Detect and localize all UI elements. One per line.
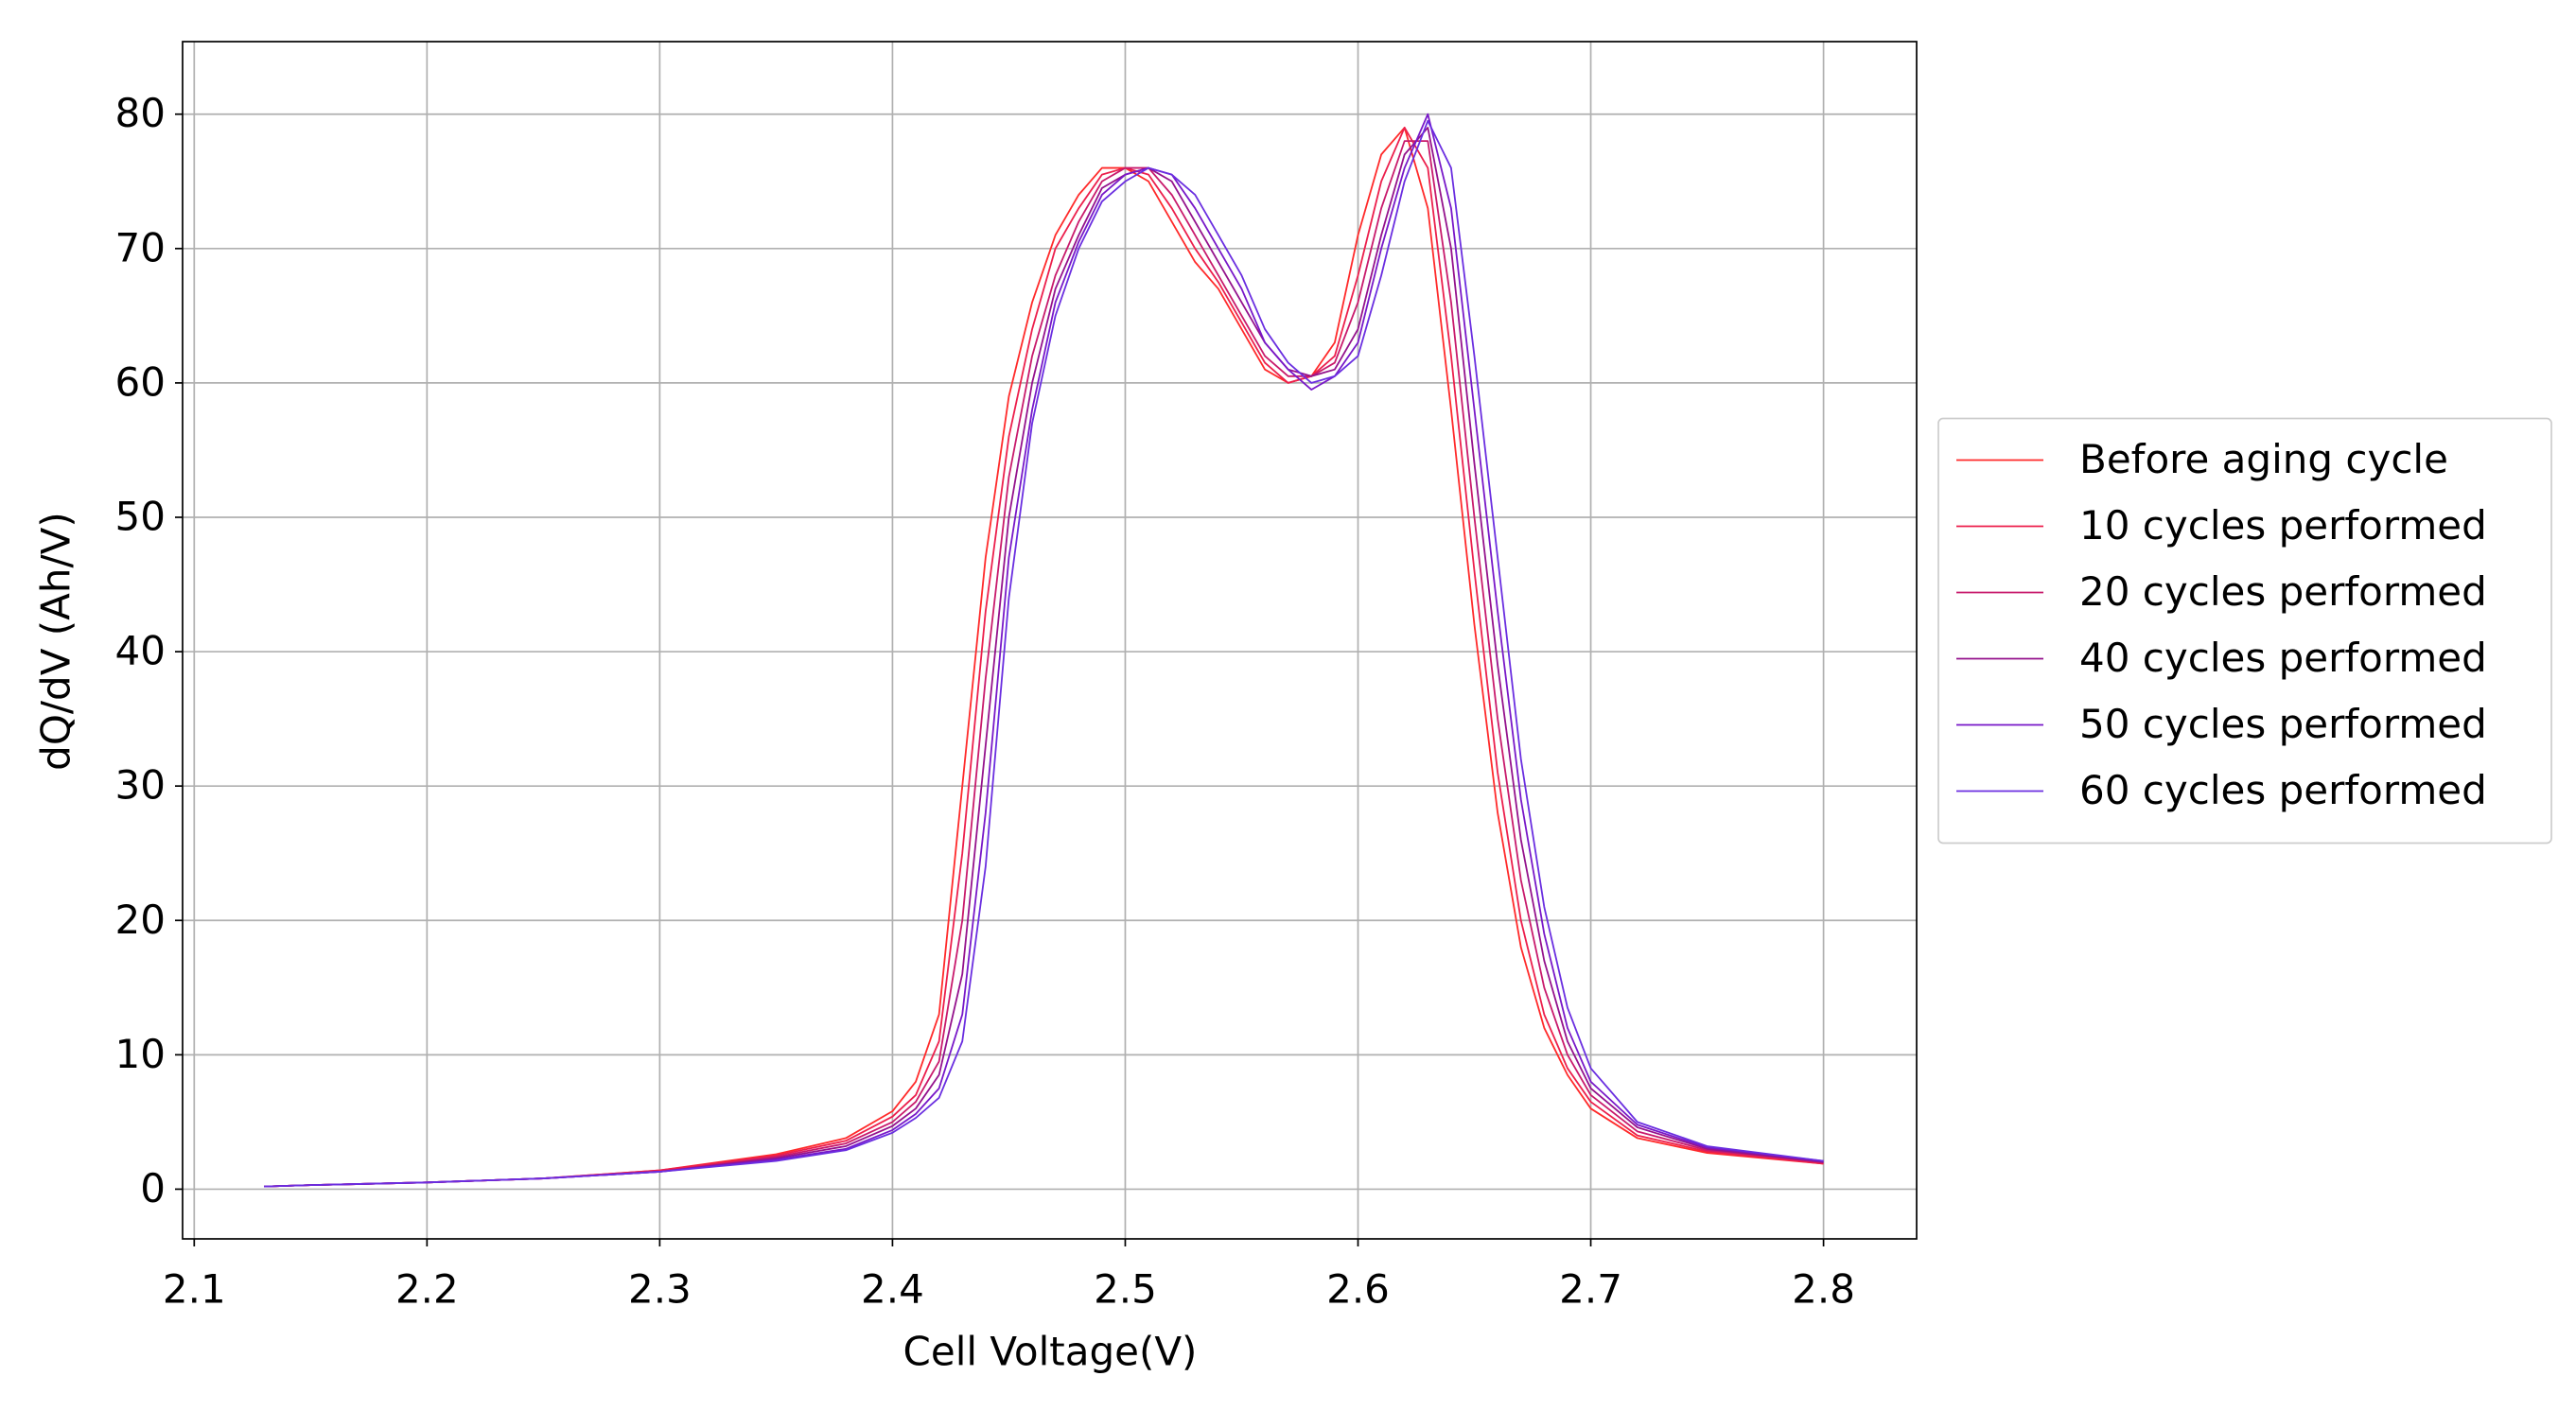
y-tick-label: 10 <box>115 1031 166 1077</box>
legend-label: Before aging cycle <box>2079 436 2448 482</box>
legend-label: 60 cycles performed <box>2079 767 2487 813</box>
legend: Before aging cycle 10 cycles performed 20 … <box>1937 417 2552 845</box>
y-tick-label: 50 <box>115 493 166 539</box>
x-tick-label: 2.7 <box>1559 1266 1622 1313</box>
x-tick-label: 2.8 <box>1792 1266 1855 1313</box>
y-tick-label: 30 <box>115 762 166 809</box>
data-line <box>264 113 1824 1188</box>
data-line <box>264 119 1824 1188</box>
y-axis-label: dQ/dV (Ah/V) <box>33 512 79 771</box>
legend-label: 20 cycles performed <box>2079 568 2487 615</box>
legend-label: 50 cycles performed <box>2079 701 2487 747</box>
x-axis-label: Cell Voltage(V) <box>903 1329 1198 1375</box>
data-line <box>264 127 1824 1188</box>
y-tick-label: 0 <box>140 1165 166 1211</box>
data-line <box>264 127 1824 1188</box>
y-tick-label: 80 <box>115 90 166 136</box>
x-tick-label: 2.5 <box>1094 1266 1157 1313</box>
x-tick-label: 2.2 <box>395 1266 459 1313</box>
x-tick-label: 2.1 <box>163 1266 226 1313</box>
x-tick-label: 2.4 <box>861 1266 924 1313</box>
plot-frame <box>182 41 1918 1240</box>
y-tick-label: 60 <box>115 358 166 405</box>
legend-label: 10 cycles performed <box>2079 502 2487 549</box>
x-tick-label: 2.3 <box>628 1266 692 1313</box>
y-tick-label: 40 <box>115 628 166 674</box>
data-line <box>264 127 1824 1188</box>
y-tick-label: 70 <box>115 224 166 270</box>
data-line <box>264 140 1824 1188</box>
x-tick-label: 2.6 <box>1326 1266 1390 1313</box>
legend-box <box>1937 417 2552 845</box>
legend-label: 40 cycles performed <box>2079 635 2487 681</box>
y-tick-label: 20 <box>115 897 166 943</box>
